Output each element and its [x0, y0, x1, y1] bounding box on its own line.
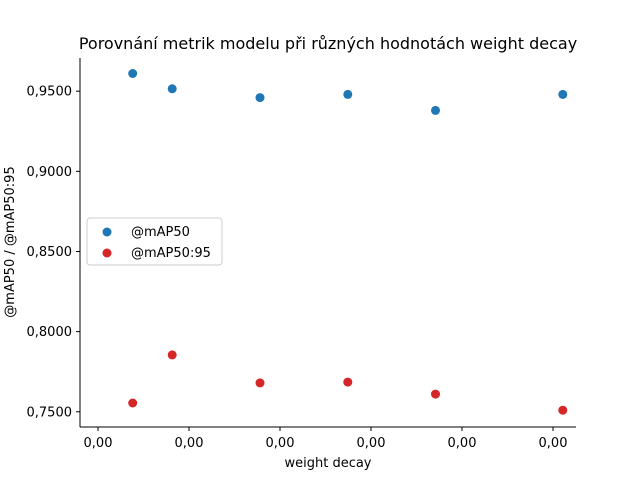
chart-title: Porovnání metrik modelu při různých hodn… — [79, 34, 577, 53]
x-tick-label: 0,00 — [448, 436, 477, 451]
data-point — [128, 398, 138, 408]
plot-area — [128, 69, 568, 415]
data-point — [343, 377, 353, 387]
y-tick-label: 0,8500 — [27, 245, 73, 260]
y-axis-label: @mAP50 / @mAP50:95 — [3, 166, 18, 317]
y-tick-label: 0,9000 — [27, 165, 73, 180]
data-point — [431, 389, 440, 399]
series-0 — [128, 69, 568, 115]
series-1 — [128, 350, 568, 415]
legend: @mAP50 @mAP50:95 — [86, 217, 223, 266]
data-point — [167, 350, 177, 360]
x-tick-label: 0,00 — [539, 436, 568, 451]
data-point — [558, 89, 568, 99]
data-point — [167, 84, 177, 94]
x-tick-label: 0,00 — [266, 436, 295, 451]
data-point — [128, 69, 138, 78]
legend-marker-map50-95 — [102, 248, 112, 258]
x-axis-ticks: 0,00 0,00 0,00 0,00 0,00 0,00 — [84, 427, 568, 451]
y-axis-ticks: 0,7500 0,8000 0,8500 0,9000 0,9500 — [27, 85, 80, 420]
y-tick-label: 0,9500 — [27, 85, 73, 100]
data-point — [558, 405, 568, 415]
x-tick-label: 0,00 — [175, 436, 204, 451]
legend-label-map50: @mAP50 — [131, 225, 190, 240]
x-tick-label: 0,00 — [357, 436, 386, 451]
x-tick-label: 0,00 — [84, 436, 113, 451]
legend-box — [86, 217, 223, 266]
x-axis-label: weight decay — [284, 456, 371, 471]
data-point — [431, 105, 440, 115]
legend-label-map50-95: @mAP50:95 — [131, 246, 211, 261]
data-point — [255, 378, 265, 388]
y-tick-label: 0,7500 — [27, 405, 73, 420]
data-point — [343, 89, 353, 99]
data-point — [255, 93, 265, 103]
legend-marker-map50 — [102, 227, 112, 237]
y-tick-label: 0,8000 — [27, 325, 73, 340]
